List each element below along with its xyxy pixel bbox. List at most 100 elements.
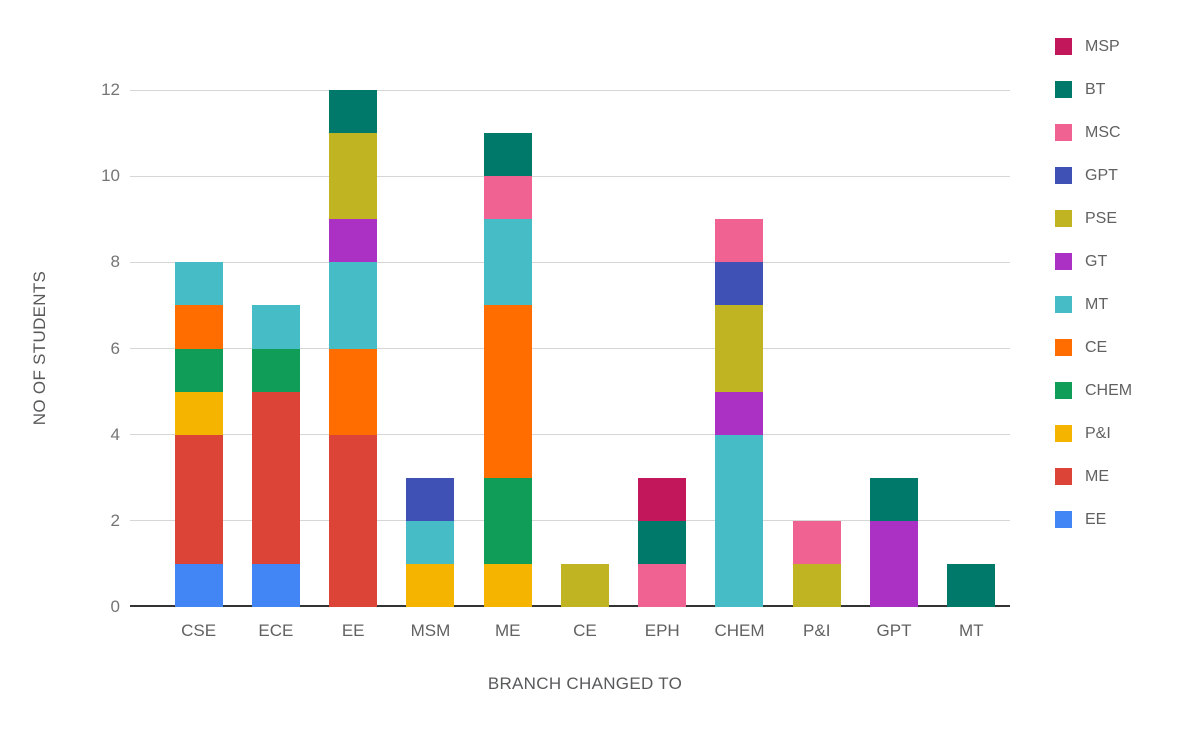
gridline xyxy=(130,520,1010,522)
bar-segment-chem-ece[interactable] xyxy=(251,348,300,392)
bar-segment-chem-cse[interactable] xyxy=(174,348,223,392)
bar-cse xyxy=(160,90,237,607)
legend-item-gpt: GPT xyxy=(1055,167,1132,184)
y-tick-label: 4 xyxy=(110,424,120,444)
legend-item-chem: CHEM xyxy=(1055,382,1132,399)
legend-label: MSP xyxy=(1085,38,1120,55)
legend-label: CE xyxy=(1085,339,1108,356)
bar-segment-me-ee[interactable] xyxy=(329,434,378,607)
legend-item-gt: GT xyxy=(1055,253,1132,270)
bar-segment-mt-ee[interactable] xyxy=(329,262,378,349)
legend-swatch-icon xyxy=(1055,468,1072,485)
bar-segment-msp-eph[interactable] xyxy=(638,477,687,521)
gridline xyxy=(130,434,1010,436)
legend-item-ee: EE xyxy=(1055,511,1132,528)
bar-segment-pse-chem[interactable] xyxy=(715,305,764,392)
bar-segment-ce-ee[interactable] xyxy=(329,348,378,435)
bar-segment-me-cse[interactable] xyxy=(174,434,223,564)
bar-segment-msc-eph[interactable] xyxy=(638,563,687,607)
bar-segment-ee-cse[interactable] xyxy=(174,563,223,607)
bar-segment-ee-ece[interactable] xyxy=(251,563,300,607)
legend-item-msp: MSP xyxy=(1055,38,1132,55)
bars-row xyxy=(160,90,1010,607)
bar-segment-ce-cse[interactable] xyxy=(174,305,223,349)
y-tick-label: 12 xyxy=(101,80,120,99)
bar-segment-mt-chem[interactable] xyxy=(715,434,764,607)
bar-chem xyxy=(701,90,778,607)
y-tick-label: 6 xyxy=(110,338,120,358)
legend-label: BT xyxy=(1085,81,1106,98)
bar-msm xyxy=(392,90,469,607)
bar-ce xyxy=(546,90,623,607)
legend-label: GPT xyxy=(1085,167,1118,184)
legend-swatch-icon xyxy=(1055,124,1072,141)
legend-label: PSE xyxy=(1085,210,1118,227)
legend-swatch-icon xyxy=(1055,38,1072,55)
legend-swatch-icon xyxy=(1055,382,1072,399)
x-tick-label-mt: MT xyxy=(959,621,984,640)
bar-segment-msc-chem[interactable] xyxy=(715,219,764,263)
legend-label: MSC xyxy=(1085,124,1121,141)
legend-item-bt: BT xyxy=(1055,81,1132,98)
bar-segment-gpt-chem[interactable] xyxy=(715,262,764,306)
x-tick-label-msm: MSM xyxy=(410,621,451,640)
bar-ee xyxy=(315,90,392,607)
bar-segment-chem-me[interactable] xyxy=(483,477,532,564)
bar-gpt xyxy=(855,90,932,607)
plot-area xyxy=(130,89,1010,607)
bar-segment-gt-chem[interactable] xyxy=(715,391,764,435)
bar-segment-pse-pi[interactable] xyxy=(792,563,841,607)
bar-eph xyxy=(624,90,701,607)
legend-item-pi: P&I xyxy=(1055,425,1132,442)
gridline xyxy=(130,175,1010,177)
bar-segment-ce-me[interactable] xyxy=(483,305,532,478)
bar-segment-mt-cse[interactable] xyxy=(174,262,223,306)
bar-segment-gt-ee[interactable] xyxy=(329,219,378,263)
bar-segment-pse-ee[interactable] xyxy=(329,133,378,220)
x-tick-label-ce: CE xyxy=(573,621,597,640)
bar-segment-gt-gpt[interactable] xyxy=(870,520,919,607)
bar-segment-mt-me[interactable] xyxy=(483,219,532,306)
bar-segment-msc-pi[interactable] xyxy=(792,520,841,564)
legend-swatch-icon xyxy=(1055,210,1072,227)
y-tick-label: 10 xyxy=(101,166,120,186)
legend-swatch-icon xyxy=(1055,253,1072,270)
legend-swatch-icon xyxy=(1055,81,1072,98)
legend-item-msc: MSC xyxy=(1055,124,1132,141)
x-axis-tick-labels: CSE ECE EE MSM ME CE EPH CHEM P&I GPT MT xyxy=(160,621,1010,641)
legend-item-mt: MT xyxy=(1055,296,1132,313)
bar-pi xyxy=(778,90,855,607)
x-tick-label-pi: P&I xyxy=(803,621,831,640)
bar-segment-me-ece[interactable] xyxy=(251,391,300,564)
x-tick-label-me: ME xyxy=(494,621,521,640)
legend-label: P&I xyxy=(1085,425,1111,442)
bar-segment-mt-ece[interactable] xyxy=(251,305,300,349)
bar-segment-gpt-msm[interactable] xyxy=(406,477,455,521)
bar-segment-pi-me[interactable] xyxy=(483,563,532,607)
bar-segment-bt-ee[interactable] xyxy=(329,90,378,134)
x-axis-title: BRANCH CHANGED TO xyxy=(487,674,683,693)
bar-ece xyxy=(237,90,314,607)
legend-label: CHEM xyxy=(1085,382,1133,399)
legend-swatch-icon xyxy=(1055,339,1072,356)
bar-segment-pse-ce[interactable] xyxy=(560,563,609,607)
legend-label: EE xyxy=(1085,511,1107,528)
bar-segment-pi-cse[interactable] xyxy=(174,391,223,435)
bar-segment-bt-me[interactable] xyxy=(483,133,532,177)
legend-item-ce: CE xyxy=(1055,339,1132,356)
bar-segment-msc-me[interactable] xyxy=(483,176,532,220)
y-tick-label: 0 xyxy=(110,597,120,616)
bar-segment-bt-gpt[interactable] xyxy=(870,477,919,521)
bar-segment-pi-msm[interactable] xyxy=(406,563,455,607)
bar-segment-bt-mt[interactable] xyxy=(947,563,996,607)
bar-segment-bt-eph[interactable] xyxy=(638,520,687,564)
bar-segment-mt-msm[interactable] xyxy=(406,520,455,564)
legend-label: GT xyxy=(1085,253,1108,270)
bar-me xyxy=(469,90,546,607)
legend-swatch-icon xyxy=(1055,167,1072,184)
x-tick-label-ee: EE xyxy=(341,621,365,640)
y-tick-label: 2 xyxy=(110,510,120,530)
legend-label: MT xyxy=(1085,296,1109,313)
x-tick-label-ece: ECE xyxy=(258,621,294,640)
